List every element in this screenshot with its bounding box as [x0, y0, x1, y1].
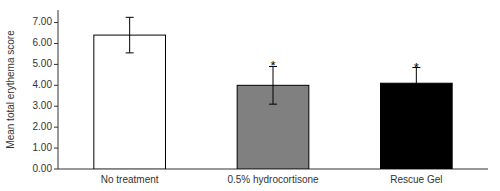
y-tick-label: 0.00 [33, 163, 53, 174]
y-tick [54, 106, 58, 107]
error-bar [126, 17, 134, 53]
x-tick-label: Rescue Gel [390, 174, 442, 185]
chart-container: 0.00 1.00 2.00 3.00 4.00 5.00 6.00 7.00 Mean tot… [0, 0, 500, 191]
y-tick-label: 3.00 [33, 100, 53, 111]
y-tick-label: 2.00 [33, 121, 53, 132]
y-tick-label: 1.00 [33, 142, 53, 153]
y-axis: 0.00 1.00 2.00 3.00 4.00 5.00 6.00 7.00 [33, 10, 488, 174]
y-tick [54, 169, 58, 170]
significance-marker: * [414, 60, 419, 75]
significance-marker: * [270, 58, 275, 73]
y-tick-label: 7.00 [33, 16, 53, 27]
chart: 0.00 1.00 2.00 3.00 4.00 5.00 6.00 7.00 Mean tot… [0, 0, 500, 191]
y-axis-line [58, 10, 59, 169]
y-tick-label: 6.00 [33, 37, 53, 48]
error-cap [126, 52, 134, 53]
y-tick [54, 148, 58, 149]
y-tick-label: 4.00 [33, 79, 53, 90]
y-tick [54, 64, 58, 65]
error-line [129, 17, 130, 53]
y-tick [54, 127, 58, 128]
marks [94, 17, 452, 169]
y-axis-label: Mean total erythema score [5, 30, 16, 149]
error-cap [269, 104, 277, 105]
error-cap [126, 17, 134, 18]
y-tick-label: 5.00 [33, 58, 53, 69]
y-tick [54, 22, 58, 23]
bar [94, 35, 166, 169]
x-tick-label: No treatment [101, 174, 159, 185]
x-tick-label: 0.5% hydrocortisone [227, 174, 319, 185]
y-tick [54, 85, 58, 86]
y-tick [54, 43, 58, 44]
error-cap [412, 98, 420, 99]
